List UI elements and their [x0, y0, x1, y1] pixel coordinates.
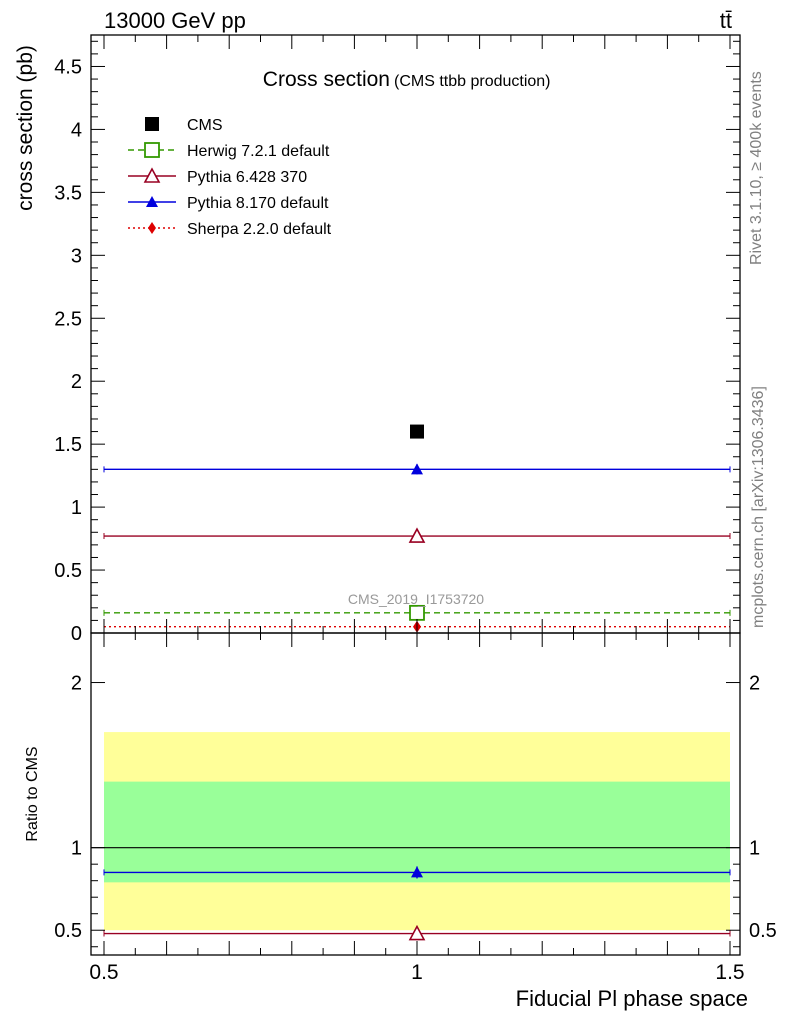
legend-marker — [145, 117, 159, 131]
data-point — [408, 527, 426, 543]
ratio-frame — [90, 632, 741, 956]
energy-label: 13000 GeV pp — [104, 8, 246, 33]
y-tick-label: 4.5 — [54, 56, 82, 78]
legend-marker — [148, 222, 156, 234]
data-point — [410, 424, 424, 439]
y-tick-label: 0 — [71, 623, 82, 645]
mcplots-text: mcplots.cern.ch [arXiv:1306.3436] — [750, 386, 767, 628]
ratio-xlabel: Fiducial Pl phase space — [516, 986, 748, 1011]
main-panel: 0 0.5 1 1.5 2 2.5 3 3.5 4 4.5 Cross section (CMS … — [14, 34, 741, 645]
uncertainty-band — [104, 781, 730, 883]
y-tick-label: 2 — [71, 371, 82, 393]
ratio-y-tick-label-right: 2 — [749, 673, 760, 695]
x-tick-label: 1.5 — [715, 961, 744, 984]
legend-label: Pythia 6.428 370 — [187, 169, 307, 186]
y-tick-label: 3.5 — [54, 182, 82, 204]
legend-label: Herwig 7.2.1 default — [187, 143, 330, 160]
analysis-label: CMS_2019_I1753720 — [348, 591, 484, 607]
ratio-point — [408, 924, 426, 941]
data-point — [411, 463, 423, 475]
rivet-text: Rivet 3.1.10, ≥ 400k events — [748, 71, 765, 265]
x-tick-label: 1 — [411, 961, 423, 984]
ratio-point — [411, 866, 423, 878]
legend-label: Pythia 8.170 default — [187, 195, 329, 212]
y-tick-label: 1 — [71, 497, 82, 519]
x-tick-label: 0.5 — [89, 961, 118, 984]
main-subtitle: (CMS ttbb production) — [394, 73, 551, 90]
y-tick-label: 0.5 — [54, 560, 82, 582]
legend-label: Sherpa 2.2.0 default — [187, 221, 332, 238]
y-tick-label: 3 — [71, 245, 82, 267]
legend-marker — [144, 142, 160, 158]
ratio-y-tick-label-right: 0.5 — [749, 920, 777, 942]
legend-marker — [143, 167, 161, 183]
legend-label: CMS — [187, 117, 223, 134]
main-ylabel: cross section (pb) — [14, 45, 37, 211]
y-tick-label: 2.5 — [54, 308, 82, 330]
ratio-ylabel: Ratio to CMS — [24, 746, 41, 841]
ratio-y-tick-label: 1 — [71, 838, 82, 860]
ratio-y-tick-label: 0.5 — [54, 920, 82, 942]
ratio-panel: 0.5 0.5 1 1 2 2 0.5 1 1.5 Ratio to CMS Fiducial … — [24, 632, 777, 1011]
main-title: Cross section — [263, 68, 390, 91]
y-tick-label: 4 — [71, 119, 82, 141]
data-point — [409, 604, 425, 621]
legend-marker — [146, 196, 158, 207]
legend: CMS Herwig 7.2.1 default Pythia 6.428 370 P… — [128, 117, 332, 238]
process-label: tt̄ — [720, 8, 732, 33]
y-tick-label: 1.5 — [54, 434, 82, 456]
ratio-y-tick-label: 2 — [71, 673, 82, 695]
ratio-y-tick-label-right: 1 — [749, 838, 760, 860]
